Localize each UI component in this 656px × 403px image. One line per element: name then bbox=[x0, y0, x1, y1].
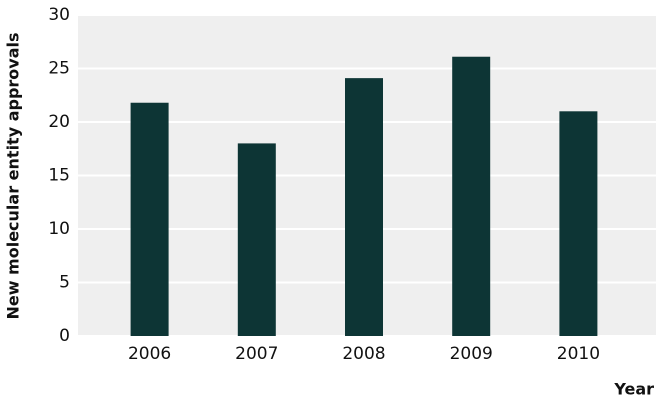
x-tick-label: 2006 bbox=[128, 344, 171, 364]
y-tick-label: 15 bbox=[48, 166, 70, 186]
bar bbox=[130, 102, 169, 337]
x-tick-label: 2007 bbox=[235, 344, 278, 364]
y-tick-label: 10 bbox=[48, 219, 70, 239]
x-tick-label: 2010 bbox=[557, 344, 600, 364]
x-axis-title: Year bbox=[613, 380, 654, 399]
bar bbox=[237, 143, 276, 336]
bar bbox=[559, 111, 598, 336]
y-axis-title: New molecular entity approvals bbox=[4, 32, 23, 319]
y-tick-label: 30 bbox=[48, 5, 70, 25]
x-tick-label: 2008 bbox=[342, 344, 385, 364]
x-tick-label: 2009 bbox=[450, 344, 493, 364]
y-tick-label: 25 bbox=[48, 59, 70, 79]
y-tick-label: 20 bbox=[48, 112, 70, 132]
bar bbox=[452, 56, 491, 336]
y-tick-label: 5 bbox=[59, 273, 70, 293]
y-tick-label: 0 bbox=[59, 326, 70, 346]
bar bbox=[345, 78, 383, 336]
